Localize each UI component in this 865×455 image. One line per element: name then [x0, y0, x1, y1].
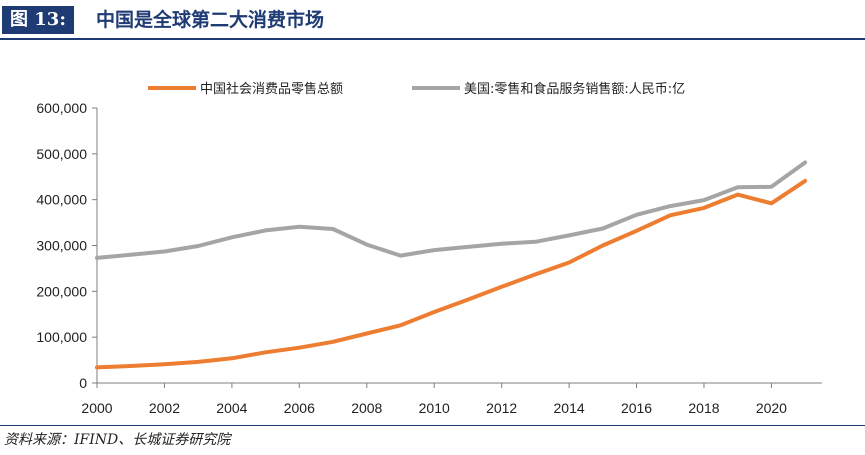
x-tick-label: 2002: [149, 400, 180, 416]
footer-divider: [0, 425, 865, 426]
y-axis: 0 100,000 200,000 300,000 400,000 500,000 600,…: [36, 100, 98, 391]
y-tick-label: 300,000: [36, 238, 87, 254]
source-note: 资料来源：IFIND、长城证券研究院: [4, 432, 231, 448]
x-tick-label: 2010: [419, 400, 450, 416]
x-tick-label: 2014: [554, 400, 585, 416]
x-axis: 2000 2002 2004 2006 2008 2010 2012 2014 2016 2018…: [81, 382, 822, 416]
x-tick-label: 2006: [284, 400, 315, 416]
series-line-0: [95, 178, 808, 370]
legend-label-0: 中国社会消费品零售总额: [200, 81, 343, 97]
y-tick-label: 600,000: [36, 100, 87, 116]
series-line-1: [95, 160, 808, 260]
x-tick-label: 2000: [81, 400, 112, 416]
header-divider: [0, 38, 865, 40]
legend-label-1: 美国:零售和食品服务销售额:人民币:亿: [464, 81, 685, 97]
series-layer: [95, 160, 808, 370]
x-tick-label: 2020: [756, 400, 787, 416]
y-tick-label: 100,000: [36, 329, 87, 345]
y-tick-label: 200,000: [36, 283, 87, 299]
figure-header: 图 13: 中国是全球第二大消费市场: [0, 0, 865, 40]
x-tick-label: 2016: [621, 400, 652, 416]
x-tick-label: 2012: [486, 400, 517, 416]
chart-legend: 中国社会消费品零售总额 美国:零售和食品服务销售额:人民币:亿: [148, 81, 685, 97]
y-tick-label: 500,000: [36, 146, 87, 162]
figure-number-badge: 图 13:: [2, 6, 74, 34]
y-tick-label: 400,000: [36, 192, 87, 208]
x-tick-label: 2004: [216, 400, 247, 416]
x-tick-label: 2018: [688, 400, 719, 416]
line-chart: 中国社会消费品零售总额 美国:零售和食品服务销售额:人民币:亿 0 100,000 2…: [36, 81, 822, 416]
figure-title: 中国是全球第二大消费市场: [96, 9, 325, 31]
x-tick-label: 2008: [351, 400, 382, 416]
y-tick-label: 0: [79, 375, 87, 391]
